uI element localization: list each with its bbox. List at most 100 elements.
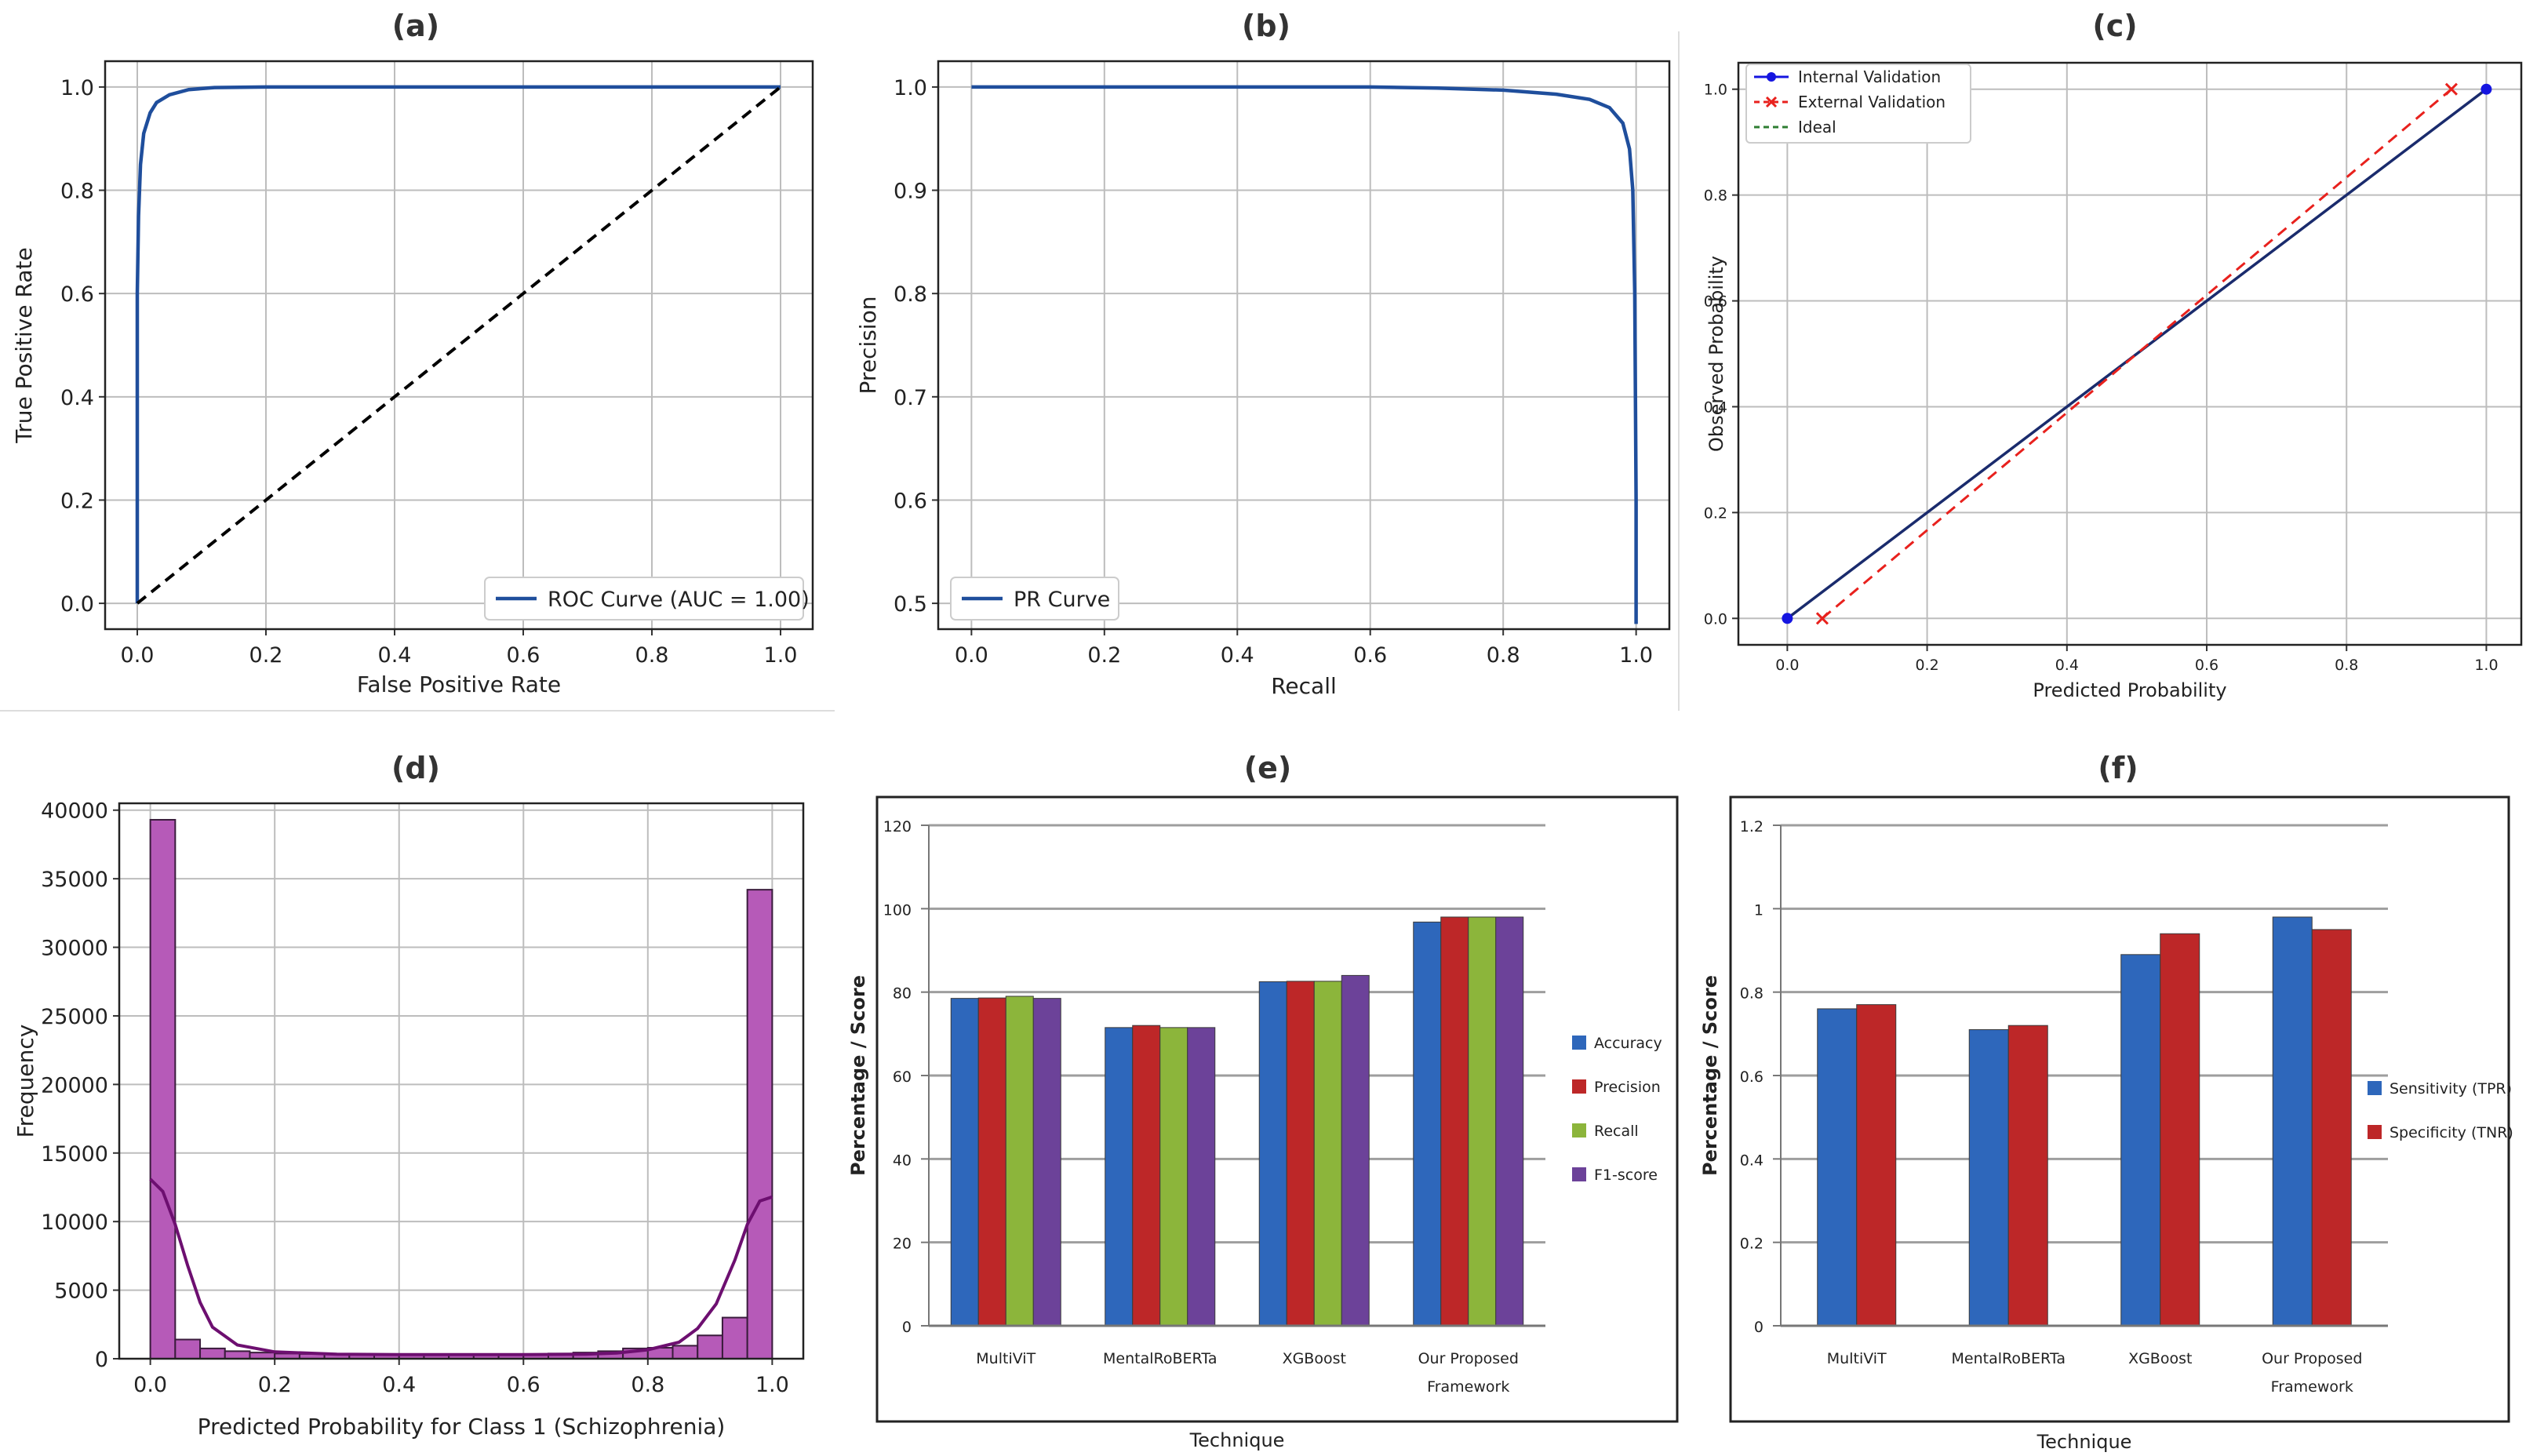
internal-validation-line	[1786, 88, 2488, 620]
y-tick-label: 40	[893, 1152, 912, 1169]
bar	[950, 998, 979, 1327]
x-tick-label: 0.6	[1353, 643, 1387, 668]
legend: Accuracy Precision Recall F1-score	[1572, 1035, 1662, 1184]
bar	[2160, 933, 2200, 1327]
histogram-bar	[199, 1347, 226, 1360]
legend-label: Ideal	[1798, 118, 1836, 136]
bar	[2311, 929, 2352, 1327]
y-tick-label: 120	[883, 818, 912, 835]
y-axis-label: True Positive Rate	[11, 247, 37, 443]
y-tick-label: 1.0	[60, 76, 94, 100]
legend-box	[950, 577, 1119, 621]
legend-label: Accuracy	[1594, 1035, 1662, 1052]
x-tick-label: 0.4	[2055, 657, 2079, 674]
histogram-bar	[721, 1316, 748, 1360]
x-tick-label: 1.0	[755, 1373, 789, 1397]
y-tick-label: 0.0	[60, 592, 94, 617]
kde-curve	[149, 1178, 773, 1356]
y-tick-label: 0.6	[1740, 1068, 1763, 1086]
plot-frame	[118, 802, 805, 1360]
x-tick-label: 0.4	[382, 1373, 416, 1397]
y-axis-label: Percentage / Score	[1699, 975, 1721, 1176]
bar	[1005, 996, 1034, 1327]
histogram-bar	[149, 818, 177, 1360]
x-axis-label: Technique	[1189, 1429, 1285, 1451]
bar	[2272, 916, 2313, 1327]
external-marker	[1815, 612, 1829, 625]
panel-c: (c) 0.0 0.2 0.4 0.6 0.8 1.0 0.0 0.2 0.4 0.6 0.8 1.0 P…	[1704, 9, 2523, 701]
pr-curve	[971, 85, 1638, 624]
y-axis-label: Observed Probability	[1705, 256, 1727, 452]
legend-marker	[1765, 96, 1778, 108]
y-axis-label: Precision	[855, 297, 881, 395]
internal-marker	[1782, 613, 1793, 624]
panel-label: (d)	[391, 751, 440, 785]
x-tick-label: 0.6	[2195, 657, 2218, 674]
x-tick-label: 1.0	[1619, 643, 1653, 668]
x-category-label: MentalRoBERTa	[1103, 1350, 1217, 1367]
panel-label: (a)	[392, 9, 439, 43]
bar	[2007, 1025, 2048, 1327]
y-tick-label: 0.8	[1704, 187, 1727, 205]
bar	[1313, 981, 1342, 1327]
x-category-label: MultiViT	[1827, 1350, 1887, 1367]
plot-frame	[1737, 61, 2523, 646]
y-tick-label: 0	[95, 1348, 108, 1372]
legend-box	[484, 577, 804, 621]
x-category-label: Framework	[2271, 1378, 2353, 1396]
x-tick-label: 0.2	[258, 1373, 292, 1397]
x-tick-label: 0.6	[507, 1373, 541, 1397]
x-tick-label: 0.2	[1915, 657, 1938, 674]
y-tick-label: 15000	[41, 1142, 108, 1167]
legend: PR Curve	[950, 577, 1119, 621]
x-tick-label: 0.2	[1087, 643, 1121, 668]
legend-swatch	[1572, 1123, 1586, 1138]
y-tick-label: 0.6	[60, 282, 94, 307]
x-category-label: XGBoost	[2128, 1350, 2192, 1367]
bar	[1341, 974, 1370, 1327]
histogram-bar	[672, 1345, 699, 1360]
panel-d: (d) 0.0 0.2 0.4 0.6 0.8 1.0 0 5000 10000 15000 2000…	[13, 751, 805, 1440]
external-validation-line	[1821, 88, 2452, 620]
legend-label: Specificity (TNR)	[2390, 1124, 2513, 1141]
x-tick-label: 0.0	[1775, 657, 1799, 674]
internal-marker	[2481, 83, 2492, 95]
y-tick-label: 0.7	[894, 386, 927, 410]
bar	[2120, 954, 2161, 1327]
x-category-label: Our Proposed	[1418, 1350, 1519, 1367]
histogram-bar	[746, 889, 773, 1360]
panel-e: (e) 0 20 40 60 80 100 120 MultiViT MentalRoBERTa X…	[847, 751, 1679, 1451]
legend-swatch	[1572, 1079, 1586, 1094]
legend-label: F1-score	[1594, 1167, 1658, 1184]
bar	[1187, 1027, 1216, 1327]
y-tick-label: 0.4	[1704, 399, 1727, 416]
bar	[1258, 981, 1287, 1327]
bar	[1286, 981, 1315, 1327]
y-tick-label: 0	[902, 1319, 912, 1336]
bar	[1132, 1025, 1161, 1327]
y-tick-label: 80	[893, 985, 912, 1003]
y-tick-label: 0.2	[1740, 1236, 1763, 1253]
legend-label: External Validation	[1798, 93, 1945, 111]
x-tick-label: 0.0	[955, 643, 988, 668]
y-tick-label: 30000	[41, 937, 108, 961]
panel-label: (b)	[1242, 9, 1290, 43]
bar	[1105, 1027, 1134, 1327]
bar	[1032, 998, 1061, 1327]
external-marker	[2444, 82, 2458, 96]
histogram-bar	[174, 1338, 202, 1360]
legend-swatch	[2368, 1081, 2382, 1095]
x-tick-label: 0.0	[121, 643, 155, 668]
y-tick-label: 1.2	[1740, 818, 1763, 835]
x-tick-label: 0.8	[631, 1373, 664, 1397]
y-tick-label: 0.9	[894, 180, 927, 204]
x-tick-label: 0.8	[2335, 657, 2358, 674]
x-axis-label: False Positive Rate	[357, 672, 561, 697]
y-tick-label: 0.4	[60, 386, 94, 410]
x-tick-label: 0.8	[1487, 643, 1520, 668]
bar	[1413, 921, 1442, 1327]
x-tick-label: 0.2	[249, 643, 283, 668]
y-tick-label: 0.2	[60, 489, 94, 513]
y-tick-label: 0	[1754, 1319, 1763, 1336]
histogram-bar	[697, 1334, 723, 1360]
